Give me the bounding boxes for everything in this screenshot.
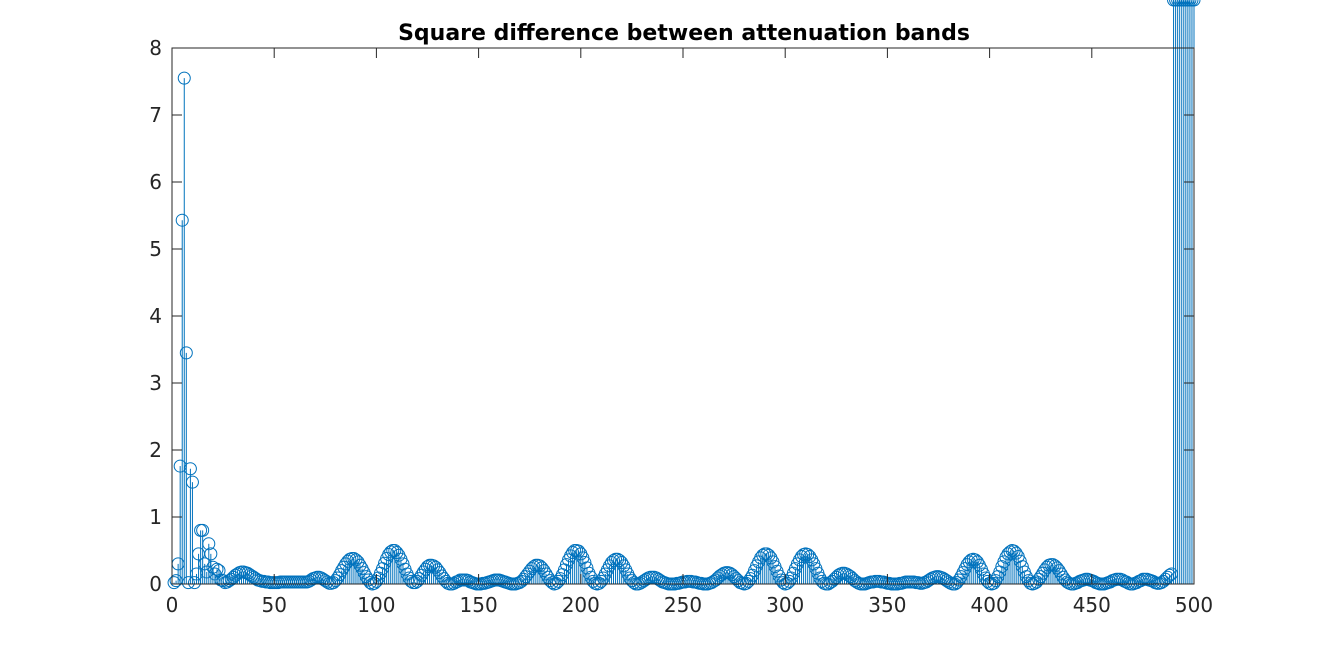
stem-marker [604,556,618,570]
y-tick-label: 2 [149,438,162,462]
stem-marker [1001,547,1015,561]
stem-marker [198,557,212,571]
stem-marker [731,574,745,588]
stem-marker [204,547,218,561]
stem-marker [388,544,402,557]
stem-marker [1165,567,1179,581]
x-tick-label: 100 [357,593,395,617]
stem-marker [572,544,586,558]
stem-marker [353,558,367,572]
y-tick-label: 7 [149,103,162,127]
stem-marker [1040,560,1054,574]
stem-marker [1160,570,1174,584]
x-tick-label: 450 [1073,593,1111,617]
stem-marker [1009,546,1023,560]
stem-marker [1021,574,1035,588]
stem-marker [987,576,1001,590]
stem-marker [743,572,757,586]
stem-marker [196,523,210,537]
y-tick-label: 6 [149,170,162,194]
stem-marker [1052,564,1066,578]
stem-marker [390,546,404,560]
stem-marker [539,567,553,581]
stem-marker [177,71,191,85]
stem-marker [776,576,790,590]
stem-marker [774,573,788,587]
stem-marker [202,537,216,551]
stem-marker [169,574,183,588]
stem-marker [782,574,796,588]
y-tick-label: 0 [149,572,162,596]
stem-marker [1187,0,1201,7]
x-tick-label: 250 [664,593,702,617]
x-tick-label: 200 [562,593,600,617]
stem-marker [1034,570,1048,584]
stem-marker [185,475,199,489]
stem-marker [795,550,809,564]
x-tick-label: 500 [1175,593,1213,617]
stem-marker [183,462,197,476]
stem-marker [190,567,204,581]
x-tick-label: 300 [766,593,804,617]
stem-marker [179,346,193,360]
stem-marker [335,564,349,578]
x-axis: 0 50 100 150 200 250 300 350 400 450 500 [166,48,1213,617]
stem-marker [525,562,539,576]
stem-marker [848,574,862,588]
stem-marker [637,574,651,588]
x-tick-label: 350 [868,593,906,617]
stem-marker [167,576,181,590]
stem-marker [551,574,565,588]
stem-marker [187,576,201,590]
stem-marker [318,574,332,588]
stem-marker [962,555,976,569]
y-tick-label: 5 [149,237,162,261]
stem-marker [543,574,557,588]
stem-marker [361,573,375,587]
stem-marker [173,459,187,473]
stem-marker [580,561,594,575]
stem-marker [594,574,608,588]
stem-marker [228,568,242,582]
stem-marker [175,213,189,227]
chart-title: Square difference between attenuation ba… [398,21,970,46]
stem-marker [1162,568,1176,582]
stem-marker [952,573,966,587]
stem-markers [167,0,1201,591]
y-tick-label: 4 [149,304,162,328]
y-axis: 0 1 2 3 4 5 6 7 8 [149,36,1194,596]
stem-marker [181,576,195,590]
x-tick-label: 150 [460,593,498,617]
x-tick-label: 400 [971,593,1009,617]
x-tick-label: 0 [166,593,179,617]
stem-marker [1003,545,1017,559]
stem-marker [970,555,984,569]
stem-marker [615,556,629,570]
stem-marker [341,554,355,568]
y-tick-label: 1 [149,505,162,529]
stem-marker [762,548,776,562]
stem-marker [537,564,551,578]
stem-marker [412,572,426,586]
stem-marker [545,576,559,590]
stem-marker [351,555,365,569]
y-tick-label: 8 [149,36,162,60]
y-tick-label: 3 [149,371,162,395]
stem-marker [586,574,600,588]
stem-marker [803,550,817,564]
stem-marker [549,576,563,590]
x-tick-label: 50 [261,593,286,617]
stem-marker [815,574,829,588]
